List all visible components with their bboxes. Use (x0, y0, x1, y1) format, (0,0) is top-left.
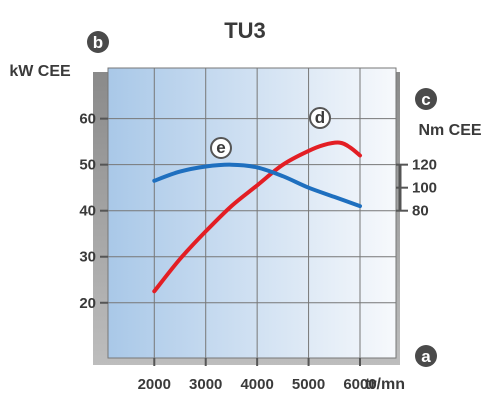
y2-tick-label: 100 (412, 180, 437, 197)
y2-axis-label: Nm CEE (418, 122, 481, 139)
y2-tick-label: 80 (412, 203, 429, 220)
x-tick-label: 2000 (138, 376, 171, 393)
x-tick-label: 4000 (240, 376, 273, 393)
series-marker-circle (309, 107, 331, 129)
y-tick-label: 40 (79, 203, 96, 220)
series-d-line (152, 140, 362, 294)
x-tick-label: 5000 (292, 376, 325, 393)
series-e-line (152, 162, 362, 209)
series-e-marker: e (210, 137, 232, 159)
y-tick-label: 30 (79, 249, 96, 266)
series-marker-circle (210, 137, 232, 159)
y-tick-label: 20 (79, 295, 96, 312)
svg-text:c: c (421, 90, 430, 109)
x-axis-label: tr/mn (365, 376, 405, 393)
y-tick-label: 50 (79, 157, 96, 174)
chart-title: TU3 (224, 18, 266, 43)
plot-area (107, 67, 397, 359)
svg-text:a: a (421, 347, 431, 366)
y-axis-label: kW CEE (9, 63, 71, 80)
y2-axis: 80 100 120 (396, 157, 437, 220)
series-d-marker: d (309, 107, 331, 129)
series-marker-label: d (315, 108, 325, 127)
y2-axis-marker: c (415, 88, 437, 110)
svg-text:b: b (93, 33, 103, 52)
grid (108, 68, 396, 358)
x-tick-label: 3000 (189, 376, 222, 393)
y-axis-marker: b (87, 31, 109, 53)
y-tick-label: 60 (79, 111, 96, 128)
x-tick-label: 6000 (343, 376, 376, 393)
series-marker-label: e (216, 138, 225, 157)
x-axis-marker: a (415, 345, 437, 367)
series: de (152, 107, 362, 294)
y2-tick-label: 120 (412, 157, 437, 174)
ticks: 2000 3000 4000 5000 6000 20 30 40 50 60 (79, 111, 376, 393)
